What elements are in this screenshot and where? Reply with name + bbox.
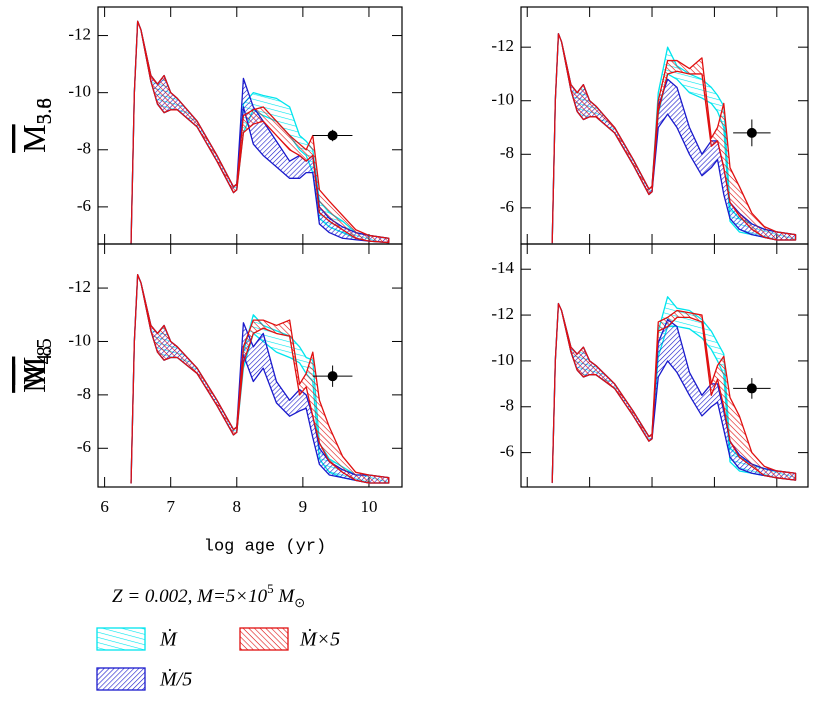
band: [130, 274, 390, 484]
panel-frame: [97, 243, 403, 488]
y-tick-label: -6: [500, 442, 514, 461]
panel-frame: [520, 243, 809, 488]
x-tick-label: 7: [166, 497, 175, 516]
y-tick-label: -6: [500, 197, 514, 216]
y-axis-label: M8: [16, 346, 55, 385]
band: [130, 274, 390, 484]
y-tick-label: -8: [77, 139, 91, 158]
x-tick-label: 9: [299, 497, 308, 516]
y-axis-label-main: M: [16, 357, 52, 385]
annotation-text: Z = 0.002, M=5×10: [112, 586, 268, 607]
band: [130, 20, 390, 245]
y-axis-label-sub: 8: [32, 346, 56, 357]
legend-swatch: [239, 627, 289, 651]
annotation-unit: M: [274, 586, 296, 607]
legend-swatch: [96, 627, 146, 651]
y-tick-label: -10: [68, 82, 91, 101]
x-tick-label: 10: [360, 497, 377, 516]
y-axis-label-sub: 4.5: [32, 338, 56, 364]
observed-point: [327, 371, 338, 382]
y-tick-label: -10: [491, 90, 514, 109]
y-tick-label: -6: [77, 196, 91, 215]
band: [551, 302, 797, 484]
legend-label: Ṁ/5: [159, 668, 192, 691]
annotation-exponent: 5: [267, 581, 274, 596]
y-axis-label-sub: 5.8: [32, 98, 56, 124]
annotation-unit-sub: ⊙: [294, 595, 305, 610]
band: [551, 302, 797, 484]
legend-swatch: [96, 667, 146, 691]
x-axis-label: log age (yr): [204, 537, 326, 556]
y-axis-label: M3.6: [16, 98, 55, 153]
x-tick-label: 6: [100, 497, 109, 516]
y-tick-label: -12: [491, 36, 514, 55]
y-axis-label-main: M: [16, 124, 52, 152]
y-tick-label: -8: [500, 143, 514, 162]
y-tick-label: -8: [500, 396, 514, 415]
band: [551, 33, 797, 244]
x-tick-label: 8: [233, 497, 242, 516]
observed-point: [746, 127, 757, 138]
y-tick-label: -14: [491, 258, 514, 277]
y-axis-label-main: M: [16, 124, 52, 152]
observed-point: [327, 130, 338, 141]
y-axis-label-main: M: [16, 364, 52, 392]
band: [130, 274, 390, 484]
y-tick-label: -12: [491, 304, 514, 323]
y-tick-label: -12: [68, 277, 91, 296]
y-axis-label-sub: 3.6: [32, 98, 56, 124]
y-tick-label: -8: [77, 384, 91, 403]
observed-point: [746, 383, 757, 394]
y-axis-label: M5.8: [16, 98, 55, 153]
y-tick-label: -12: [68, 24, 91, 43]
y-tick-label: -6: [77, 437, 91, 456]
annotation: Z = 0.002, M=5×105 M⊙: [112, 581, 305, 610]
band: [130, 20, 390, 245]
legend-label: Ṁ×5: [299, 628, 340, 651]
y-axis-label: M4.5: [16, 338, 55, 393]
y-tick-label: -10: [491, 350, 514, 369]
legend-label: Ṁ: [159, 628, 178, 651]
y-tick-label: -10: [68, 330, 91, 349]
panel-frame: [520, 6, 809, 245]
